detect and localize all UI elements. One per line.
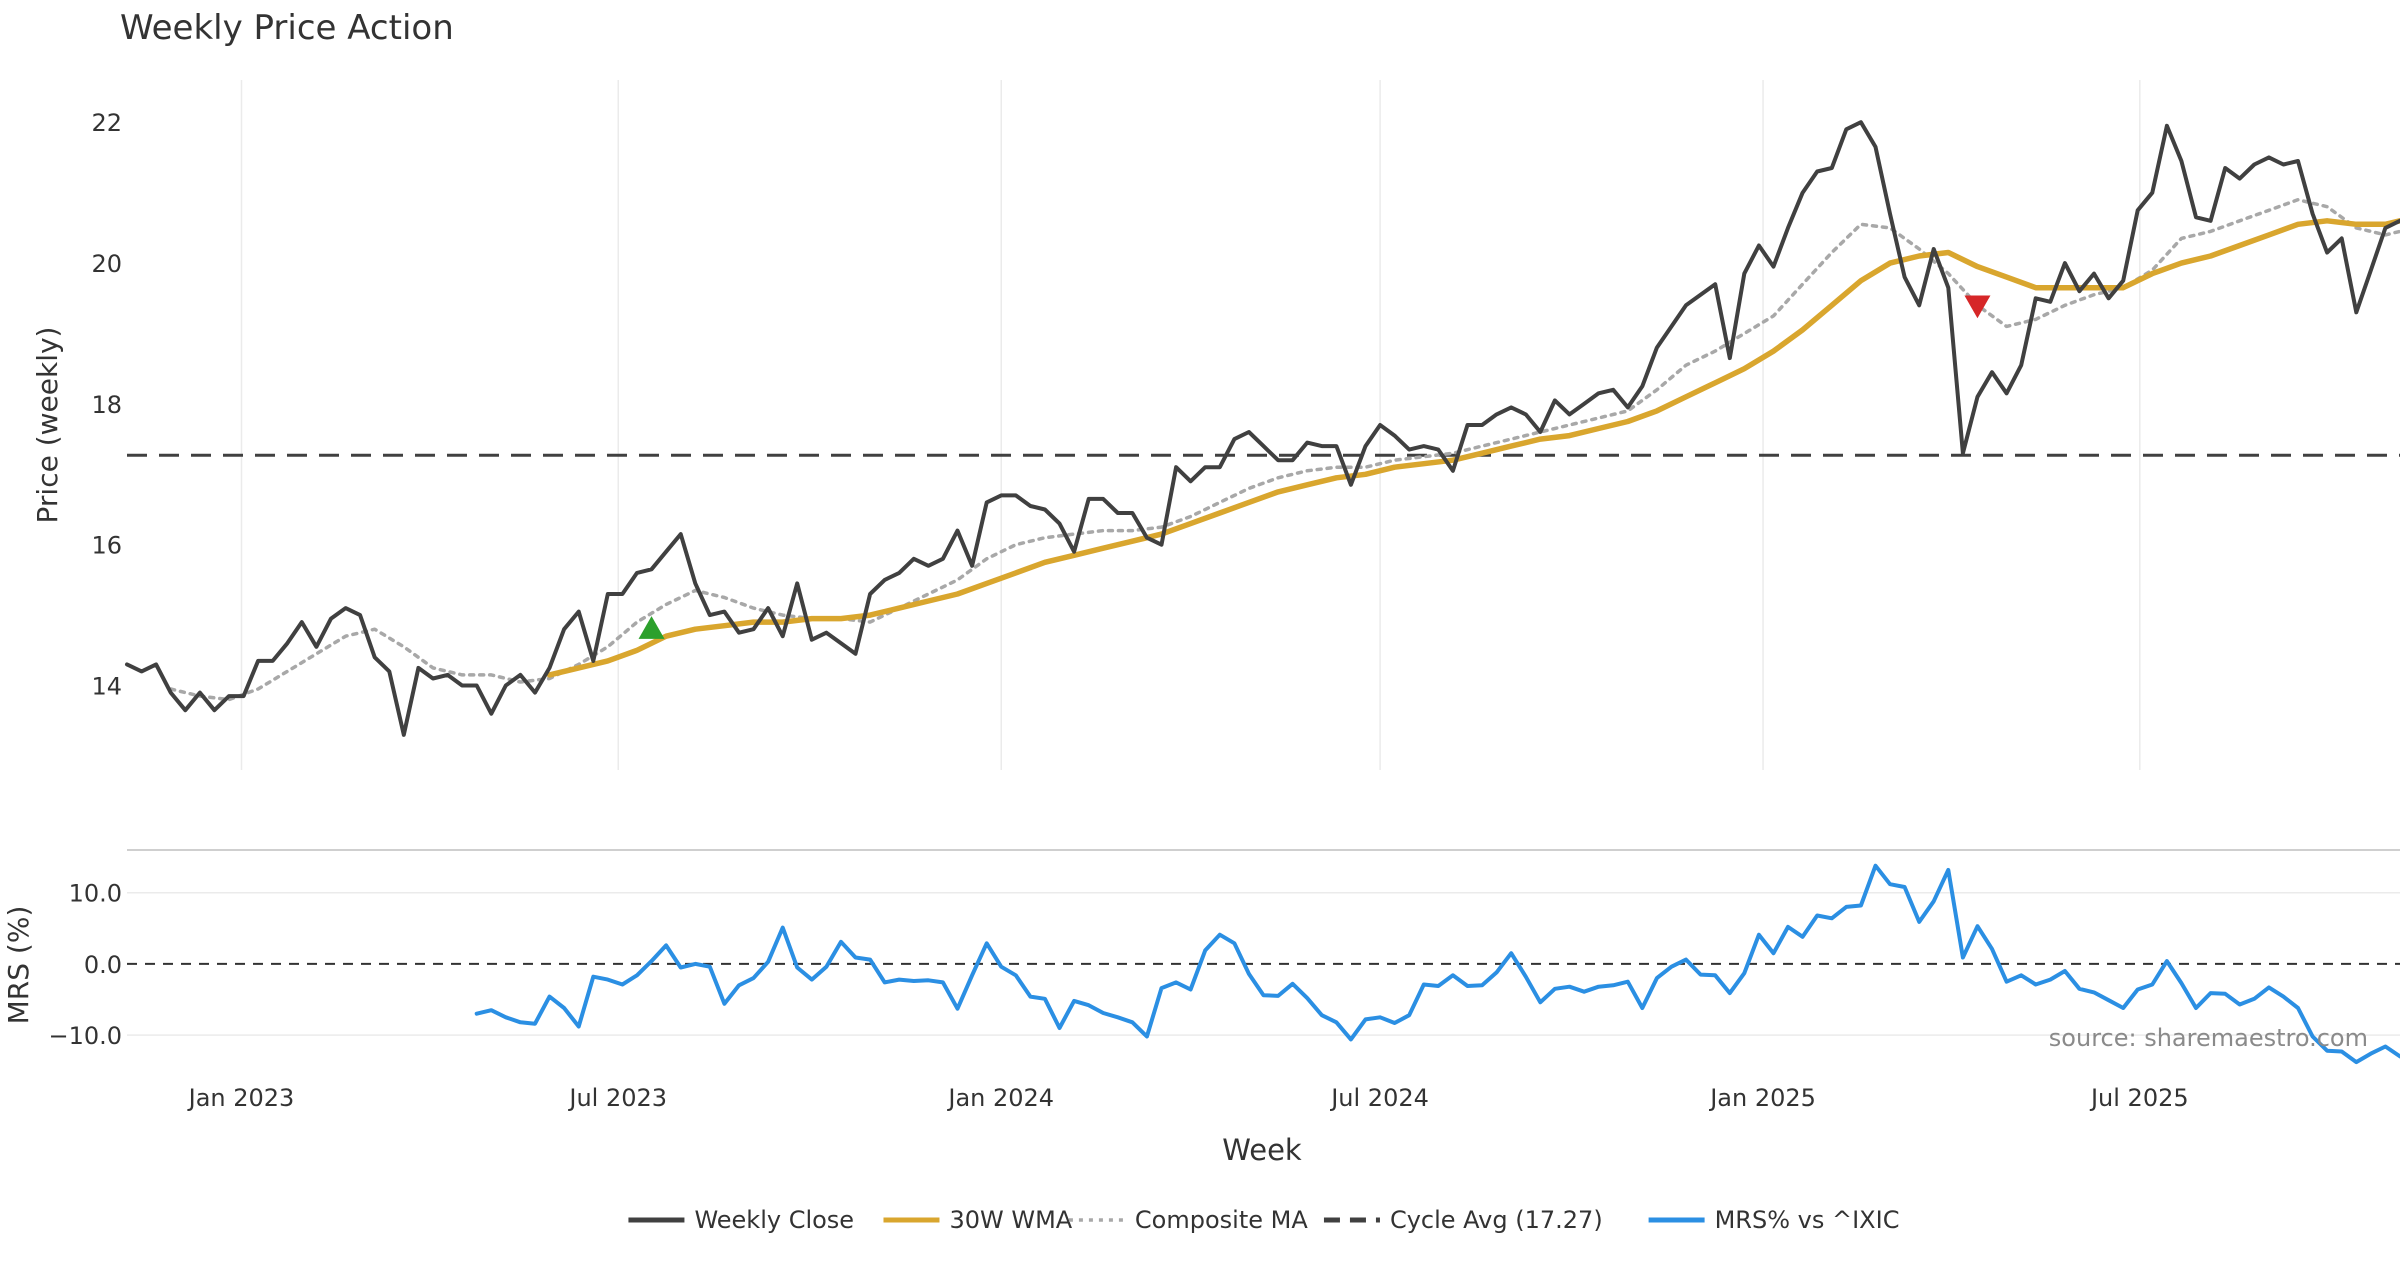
legend-item: Composite MA	[1069, 1206, 1308, 1234]
x-tick-label: Jan 2024	[946, 1084, 1054, 1112]
source-annotation: source: sharemaestro.com	[2049, 1024, 2368, 1052]
mrs-y-tick-label: 10.0	[69, 880, 122, 908]
series-layer	[127, 122, 2400, 1062]
price-y-tick-label: 18	[91, 391, 122, 419]
chart-legend: Weekly Close 30W WMA Composite MA Cycle Avg…	[628, 1206, 1899, 1234]
x-axis-label: Week	[1222, 1133, 1302, 1167]
price-y-axis-label: Price (weekly)	[31, 327, 64, 524]
grid-layer	[127, 80, 2400, 1035]
sell-signal-marker	[1964, 296, 1990, 319]
composite-ma-line	[171, 200, 2400, 700]
legend-label: 30W WMA	[949, 1206, 1072, 1234]
axes-layer: Jan 2023 Jul 2023 Jan 2024 Jul 2024 Jan 2025…	[48, 109, 2188, 1112]
legend-label: Weekly Close	[694, 1206, 854, 1234]
legend-label: MRS% vs ^IXIC	[1715, 1206, 1900, 1234]
signal-markers	[639, 296, 1991, 639]
x-tick-label: Jul 2024	[1329, 1084, 1429, 1112]
legend-item: MRS% vs ^IXIC	[1649, 1206, 1900, 1234]
reference-lines	[127, 455, 2400, 964]
legend-item: Weekly Close	[628, 1206, 854, 1234]
x-tick-label: Jan 2023	[187, 1084, 295, 1112]
legend-label: Cycle Avg (17.27)	[1390, 1206, 1603, 1234]
x-tick-label: Jul 2023	[567, 1084, 667, 1112]
price-y-tick-label: 16	[91, 532, 122, 560]
legend-item: 30W WMA	[883, 1206, 1072, 1234]
price-y-tick-label: 22	[91, 109, 122, 137]
legend-item: Cycle Avg (17.27)	[1324, 1206, 1603, 1234]
x-tick-label: Jan 2025	[1708, 1084, 1816, 1112]
price-y-tick-label: 20	[91, 250, 122, 278]
chart-title: Weekly Price Action	[120, 8, 454, 48]
x-tick-label: Jul 2025	[2089, 1084, 2189, 1112]
mrs-y-tick-label: −10.0	[48, 1022, 122, 1050]
price-y-tick-label: 14	[91, 673, 122, 701]
mrs-y-axis-label: MRS (%)	[2, 906, 35, 1025]
weekly-close-line	[127, 122, 2400, 735]
mrs-y-tick-label: 0.0	[84, 951, 122, 979]
legend-label: Composite MA	[1135, 1206, 1308, 1234]
